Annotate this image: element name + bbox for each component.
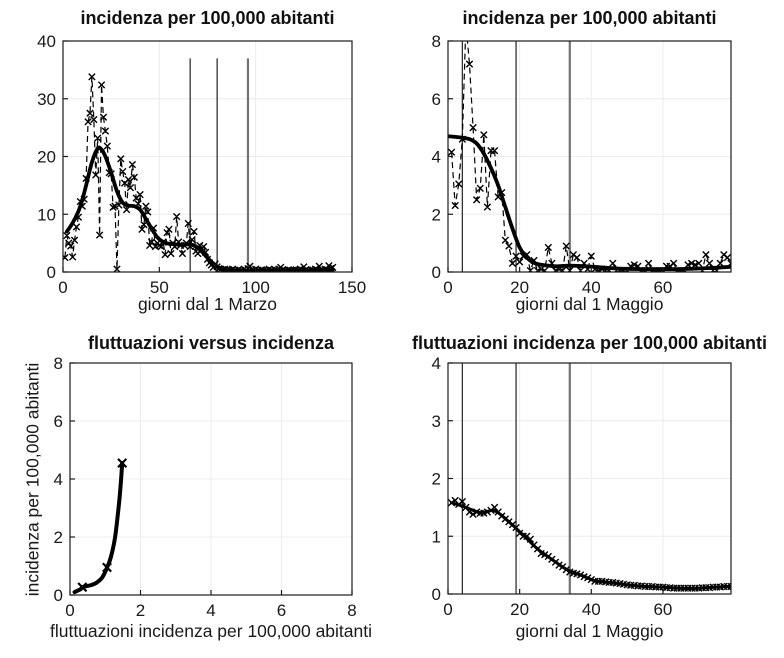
x-tick-label: 8: [347, 601, 356, 620]
x-tick-label: 100: [241, 278, 269, 297]
y-tick-label: 10: [37, 205, 56, 224]
ylabel-incidenza: incidenza per 100,000 abitanti: [22, 362, 43, 597]
x-tick-label: 60: [653, 278, 672, 297]
y-tick-label: 6: [54, 412, 63, 431]
series-smooth-line: [64, 145, 335, 272]
x-tick-label: 0: [443, 278, 452, 297]
y-tick-label: 2: [432, 205, 441, 224]
y-tick-label: 0: [432, 263, 441, 282]
x-tick-label: 0: [443, 600, 452, 619]
x-tick-label: 20: [510, 600, 529, 619]
series-smooth-line: [448, 134, 731, 272]
xlabel-giorni-maggio: giorni dal 1 Maggio: [515, 294, 664, 314]
x-tick-label: 40: [582, 600, 601, 619]
x-tick-label: 60: [653, 600, 672, 619]
xlabel-giorni-maggio-2: giorni dal 1 Maggio: [515, 621, 664, 641]
y-tick-label: 8: [432, 32, 441, 51]
y-tick-label: 30: [37, 90, 56, 109]
y-tick-label: 4: [432, 148, 441, 167]
x-tick-label: 50: [150, 278, 169, 297]
series-x-markers: [77, 458, 128, 593]
y-tick-label: 4: [432, 354, 441, 373]
y-tick-label: 8: [54, 354, 63, 373]
series-x-markers: [448, 60, 731, 272]
x-tick-label: 2: [136, 601, 145, 620]
y-tick-label: 6: [432, 90, 441, 109]
x-tick-label: 40: [582, 278, 601, 297]
xlabel-fluttuazioni: fluttuazioni incidenza per 100,000 abita…: [49, 621, 373, 641]
y-tick-label: 2: [54, 528, 63, 547]
series-smooth-line: [450, 501, 731, 590]
panel-title-incidenza-marzo: incidenza per 100,000 abitanti: [80, 8, 335, 28]
x-tick-label: 150: [338, 278, 366, 297]
series-smooth-line: [72, 461, 125, 595]
series-dashed-line: [64, 76, 334, 272]
panel-title-fluttuazioni-giorni: fluttuazioni incidenza per 100,000 abita…: [411, 333, 768, 353]
y-tick-label: 0: [47, 263, 56, 282]
panel-title-incidenza-maggio: incidenza per 100,000 abitanti: [462, 8, 717, 28]
x-tick-label: 0: [65, 601, 74, 620]
series-x-markers: [63, 73, 337, 272]
y-tick-label: 3: [432, 412, 441, 431]
y-tick-label: 0: [54, 586, 63, 605]
x-tick-label: 6: [277, 601, 286, 620]
x-tick-label: 0: [58, 278, 67, 297]
y-tick-label: 4: [54, 470, 63, 489]
panel-title-fluttuazioni-incidenza: fluttuazioni versus incidenza: [87, 333, 335, 353]
x-tick-label: 20: [510, 278, 529, 297]
y-tick-label: 0: [432, 585, 441, 604]
y-tick-label: 1: [432, 527, 441, 546]
y-tick-label: 2: [432, 470, 441, 489]
y-tick-label: 20: [37, 148, 56, 167]
xlabel-giorni-marzo: giorni dal 1 Marzo: [137, 294, 278, 314]
y-tick-label: 40: [37, 32, 56, 51]
x-tick-label: 4: [206, 601, 215, 620]
